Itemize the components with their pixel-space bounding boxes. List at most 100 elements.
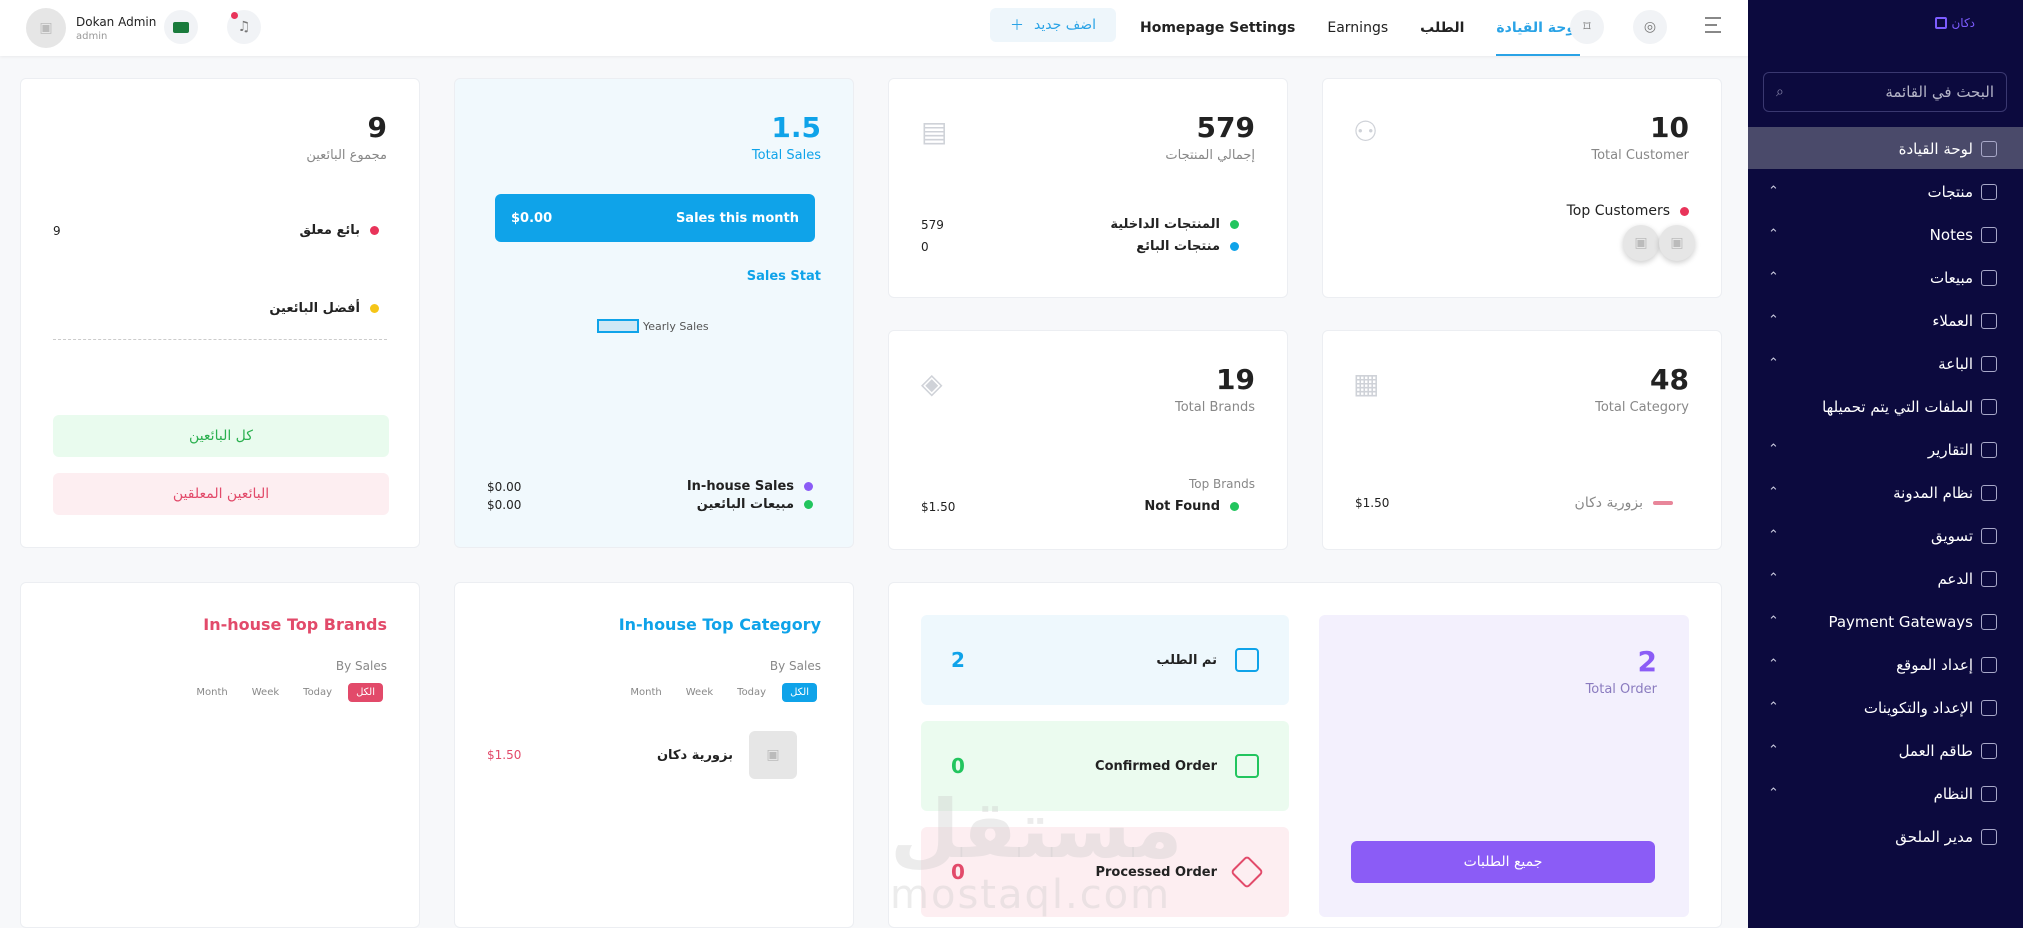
inhouse-sales-value: $0.00 [487, 479, 522, 494]
filter-week[interactable]: Week [251, 687, 280, 698]
sidebar-item[interactable]: منتجات ⌃ [1748, 170, 2023, 213]
inhouse-products-label: المنتجات الداخلية [1110, 217, 1220, 232]
total-sales-label: Total Sales [751, 148, 821, 163]
grid-icon: ▦ [1353, 367, 1380, 400]
chevron-up-icon: ⌃ [1768, 743, 1779, 758]
report-icon [1981, 441, 1997, 458]
brands-card: ◈ 19 Total Brands Top Brands $1.50 Not F… [888, 330, 1288, 550]
brands-label: Total Brands [1175, 400, 1255, 415]
menu-toggle-icon[interactable] [1705, 17, 1721, 38]
all-sellers-button[interactable]: كل البائعين [53, 415, 389, 457]
total-sales-value: 1.5 [771, 111, 821, 144]
sidebar-item-label: الدعم [1937, 569, 1973, 588]
sidebar-item[interactable]: مدير الملحق [1748, 815, 2023, 858]
pending-sellers-label: بائع معلق [299, 223, 360, 238]
chevron-up-icon: ⌃ [1768, 227, 1779, 242]
filter-month[interactable]: Month [196, 687, 228, 698]
sidebar-item[interactable]: طاقم العمل ⌃ [1748, 729, 2023, 772]
tab-orders[interactable]: الطلب [1420, 20, 1465, 36]
chevron-up-icon: ⌃ [1768, 571, 1779, 586]
chevron-up-icon: ⌃ [1768, 442, 1779, 457]
tab-homepage-settings[interactable]: Homepage Settings [1140, 20, 1296, 36]
sidebar-item[interactable]: لوحة القيادة [1748, 127, 2023, 170]
confirmed-order-box[interactable]: 0 Confirmed Order [921, 721, 1289, 811]
chevron-up-icon: ⌃ [1768, 184, 1779, 199]
support-icon [1981, 570, 1997, 587]
sidebar-item[interactable]: الباعة ⌃ [1748, 342, 2023, 385]
filter-month[interactable]: Month [630, 687, 662, 698]
inhouse-sales-label: In-house Sales [686, 479, 794, 494]
sidebar-search: ⌕ [1763, 72, 2007, 112]
sidebar-item[interactable]: تسويق ⌃ [1748, 514, 2023, 557]
green-dot [1230, 502, 1239, 511]
filter-today[interactable]: Today [737, 687, 767, 698]
add-new-button[interactable]: ＋ اضف جديد [990, 8, 1116, 42]
logo[interactable]: دكان [1935, 16, 1975, 30]
admin-profile[interactable]: ▣ Dokan Admin admin [26, 8, 156, 48]
sidebar-item[interactable]: إعداد الموقع ⌃ [1748, 643, 2023, 686]
top-brands-filter: Month Week Today الكل [188, 683, 383, 702]
logo-text: دكان [1951, 16, 1975, 30]
top-customers-label: Top Customers [1566, 203, 1670, 219]
seller-sales-label: مبيعات البائعين [696, 497, 794, 512]
category-bar [1653, 501, 1673, 505]
pending-sellers-button[interactable]: البائعين المعلقين [53, 473, 389, 515]
filter-today[interactable]: Today [303, 687, 333, 698]
chevron-up-icon: ⌃ [1768, 614, 1779, 629]
staff-icon [1981, 742, 1997, 759]
sidebar-item[interactable]: النظام ⌃ [1748, 772, 2023, 815]
sidebar-item[interactable]: العملاء ⌃ [1748, 299, 2023, 342]
confirmed-order-label: Confirmed Order [1095, 758, 1217, 774]
archive-icon: ▤ [921, 115, 948, 148]
customer-avatar[interactable]: ▣ [1623, 225, 1659, 261]
language-button[interactable] [164, 10, 198, 44]
category-label: Total Category [1595, 400, 1689, 415]
total-order-value: 2 [1637, 645, 1657, 678]
chevron-up-icon: ⌃ [1768, 700, 1779, 715]
filter-all[interactable]: الكل [782, 683, 817, 702]
sidebar-item[interactable]: الدعم ⌃ [1748, 557, 2023, 600]
all-orders-button[interactable]: جميع الطلبات [1351, 841, 1655, 883]
yellow-dot [370, 304, 379, 313]
chart-legend[interactable]: Yearly Sales [597, 319, 709, 333]
tag-icon: ◈ [921, 367, 943, 400]
image-placeholder-icon: ▣ [749, 731, 797, 779]
sidebar-item[interactable]: Notes ⌃ [1748, 213, 2023, 256]
tab-dashboard[interactable]: لوحة القيادة [1496, 0, 1581, 56]
sidebar-item-label: النظام [1933, 784, 1973, 803]
watermark-latin: mostaql.com [890, 872, 1172, 918]
tab-earnings[interactable]: Earnings [1327, 20, 1389, 36]
sidebar-item[interactable]: Payment Gateways ⌃ [1748, 600, 2023, 643]
sidebar-item-label: Notes [1929, 225, 1973, 244]
sidebar-item[interactable]: الإعداد والتكوينات ⌃ [1748, 686, 2023, 729]
notification-dot [231, 12, 238, 19]
bookmark-icon [1235, 648, 1259, 672]
top-brands-title: Top Brands [1188, 477, 1255, 491]
divider [53, 339, 387, 340]
sidebar-item[interactable]: نظام المدونة ⌃ [1748, 471, 2023, 514]
notifications-button[interactable]: ♫ [227, 10, 261, 44]
sidebar-item-label: طاقم العمل [1898, 741, 1973, 760]
products-label: إجمالي المنتجات [1165, 148, 1255, 163]
sidebar-menu: لوحة القيادة منتجات ⌃ Notes ⌃ مبيعات ⌃ العملاء ⌃… [1748, 127, 2023, 858]
top-category-title: In-house Top Category [618, 615, 821, 634]
sidebar-item[interactable]: التقارير ⌃ [1748, 428, 2023, 471]
filter-week[interactable]: Week [685, 687, 714, 698]
customer-avatar[interactable]: ▣ [1659, 225, 1695, 261]
customers-count: 10 [1650, 111, 1689, 144]
sellers-count: 9 [367, 111, 387, 144]
clear-cache-button[interactable]: ⌑ [1570, 10, 1604, 44]
sidebar-search-input[interactable] [1814, 83, 1994, 101]
processed-order-box[interactable]: 0 Processed Order [921, 827, 1289, 917]
logo-mark-icon [1935, 17, 1948, 29]
placed-order-box[interactable]: 2 تم الطلب [921, 615, 1289, 705]
total-order-label: Total Order [1585, 682, 1657, 697]
avatar[interactable]: ▣ [26, 8, 66, 48]
sidebar-item-label: إعداد الموقع [1896, 655, 1973, 674]
top-brands-card-title: In-house Top Brands [203, 615, 387, 634]
sidebar-item[interactable]: مبيعات ⌃ [1748, 256, 2023, 299]
products-card: ▤ 579 إجمالي المنتجات 579 المنتجات الداخ… [888, 78, 1288, 298]
sidebar-item[interactable]: الملفات التي يتم تحميلها [1748, 385, 2023, 428]
website-button[interactable]: ◎ [1633, 10, 1667, 44]
filter-all[interactable]: الكل [348, 683, 383, 702]
